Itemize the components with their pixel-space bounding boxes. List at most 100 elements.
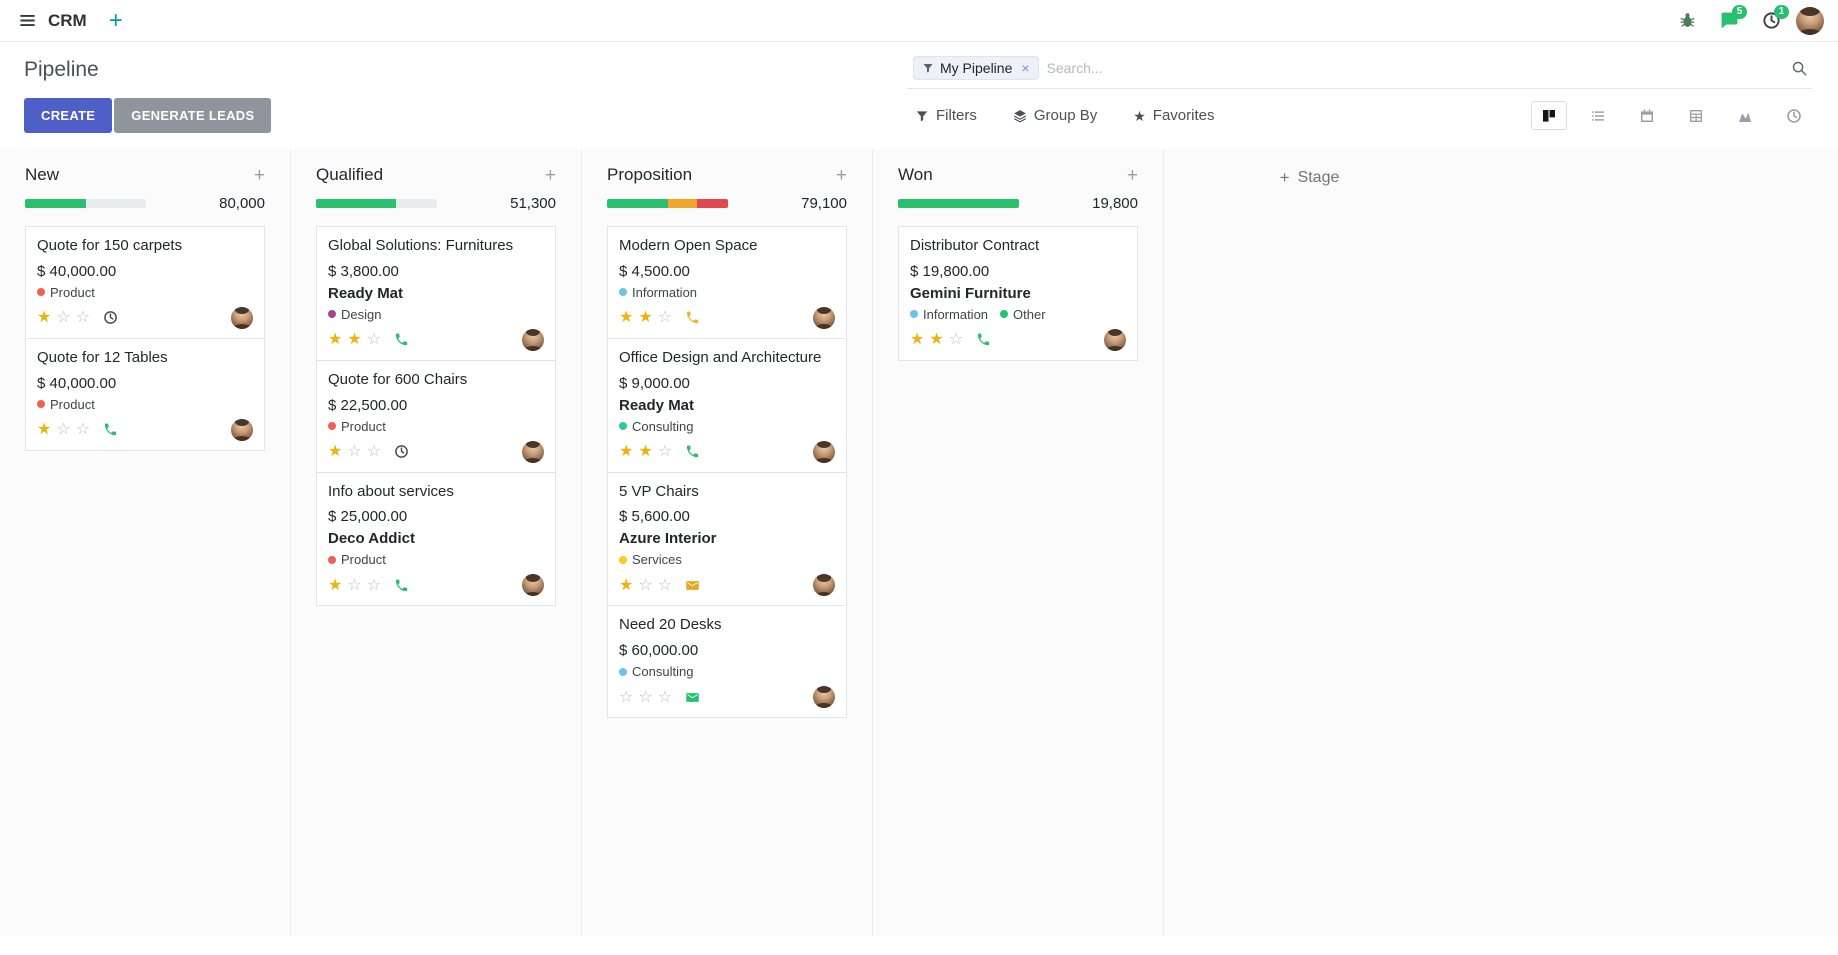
- star-empty-icon[interactable]: ☆: [347, 576, 362, 594]
- star-empty-icon[interactable]: ☆: [638, 576, 653, 594]
- salesperson-avatar[interactable]: [522, 328, 544, 351]
- progress-segment-success[interactable]: [25, 199, 86, 208]
- star-empty-icon[interactable]: ☆: [657, 576, 673, 594]
- search-bar[interactable]: My Pipeline ×: [907, 54, 1812, 89]
- card-title[interactable]: Office Design and Architecture: [619, 348, 822, 366]
- favorites-button[interactable]: ★ Favorites: [1133, 107, 1214, 124]
- kanban-card[interactable]: Quote for 600 Chairs $ 22,500.00 Product…: [316, 359, 556, 473]
- card-title[interactable]: Need 20 Desks: [619, 616, 722, 634]
- phone-icon[interactable]: [394, 578, 409, 593]
- star-empty-icon[interactable]: ☆: [56, 421, 71, 438]
- card-title[interactable]: Info about services: [328, 482, 454, 500]
- kanban-card[interactable]: Info about services $ 25,000.00 Deco Add…: [316, 471, 556, 607]
- salesperson-avatar[interactable]: [522, 574, 544, 597]
- star-empty-icon[interactable]: ☆: [619, 688, 634, 706]
- search-input[interactable]: [1038, 56, 1791, 80]
- phone-icon[interactable]: [103, 422, 118, 437]
- star-filled-icon[interactable]: ★: [619, 309, 634, 327]
- envelope-icon[interactable]: [685, 578, 700, 593]
- card-title[interactable]: Modern Open Space: [619, 237, 758, 254]
- card-title[interactable]: Quote for 600 Chairs: [328, 370, 468, 388]
- column-progressbar[interactable]: [607, 199, 728, 208]
- star-filled-icon[interactable]: ★: [328, 576, 343, 594]
- progress-segment-success[interactable]: [898, 199, 1019, 208]
- star-empty-icon[interactable]: ☆: [366, 443, 382, 460]
- group-by-button[interactable]: Group By: [1013, 107, 1097, 124]
- debug-bug-icon[interactable]: [1670, 4, 1704, 38]
- star-filled-icon[interactable]: ★: [929, 331, 944, 349]
- column-title[interactable]: Qualified: [316, 165, 384, 184]
- star-filled-icon[interactable]: ★: [37, 309, 52, 327]
- messages-icon[interactable]: 5: [1712, 4, 1747, 38]
- star-empty-icon[interactable]: ☆: [56, 309, 71, 327]
- user-avatar[interactable]: [1796, 6, 1824, 35]
- star-empty-icon[interactable]: ☆: [347, 443, 362, 460]
- star-filled-icon[interactable]: ★: [619, 576, 634, 594]
- column-progressbar[interactable]: [898, 199, 1019, 208]
- star-filled-icon[interactable]: ★: [37, 421, 52, 438]
- star-filled-icon[interactable]: ★: [638, 443, 653, 460]
- card-title[interactable]: 5 VP Chairs: [619, 482, 699, 500]
- star-filled-icon[interactable]: ★: [347, 331, 362, 349]
- clock-icon[interactable]: [394, 444, 409, 459]
- salesperson-avatar[interactable]: [231, 418, 253, 441]
- kanban-card[interactable]: Need 20 Desks $ 60,000.00 Consulting ☆ ☆ ☆: [607, 605, 847, 718]
- column-progressbar[interactable]: [316, 199, 437, 208]
- apps-menu-icon[interactable]: [10, 4, 44, 38]
- phone-icon[interactable]: [976, 332, 991, 347]
- phone-icon[interactable]: [685, 444, 700, 459]
- column-quick-add-icon[interactable]: +: [253, 164, 265, 186]
- progress-segment-warning[interactable]: [667, 199, 697, 208]
- progress-segment-danger[interactable]: [696, 199, 728, 208]
- search-icon[interactable]: [1791, 60, 1808, 77]
- column-quick-add-icon[interactable]: +: [835, 164, 847, 186]
- kanban-card[interactable]: Quote for 150 carpets $ 40,000.00 Produc…: [25, 226, 265, 339]
- progress-segment-success[interactable]: [607, 199, 668, 208]
- card-title[interactable]: Quote for 12 Tables: [37, 348, 168, 366]
- star-filled-icon[interactable]: ★: [328, 331, 343, 349]
- column-progressbar[interactable]: [25, 199, 146, 208]
- search-facet[interactable]: My Pipeline ×: [913, 56, 1039, 80]
- card-title[interactable]: Global Solutions: Furnitures: [328, 237, 514, 254]
- kanban-card[interactable]: Distributor Contract $ 19,800.00 Gemini …: [898, 226, 1138, 361]
- salesperson-avatar[interactable]: [231, 306, 253, 329]
- star-empty-icon[interactable]: ☆: [75, 421, 91, 438]
- salesperson-avatar[interactable]: [522, 440, 544, 463]
- kanban-view-icon[interactable]: [1531, 101, 1567, 130]
- column-title[interactable]: Proposition: [607, 165, 693, 184]
- kanban-card[interactable]: Modern Open Space $ 4,500.00 Information…: [607, 226, 847, 339]
- progress-segment-success[interactable]: [316, 199, 396, 208]
- kanban-card[interactable]: Office Design and Architecture $ 9,000.0…: [607, 337, 847, 473]
- generate-leads-button[interactable]: GENERATE LEADS: [114, 98, 272, 133]
- activity-view-icon[interactable]: [1776, 101, 1812, 130]
- kanban-card[interactable]: Quote for 12 Tables $ 40,000.00 Product …: [25, 337, 265, 451]
- activities-clock-icon[interactable]: 1: [1754, 4, 1789, 38]
- clock-icon[interactable]: [103, 310, 118, 325]
- salesperson-avatar[interactable]: [813, 686, 835, 708]
- calendar-view-icon[interactable]: [1629, 101, 1665, 130]
- column-quick-add-icon[interactable]: +: [544, 164, 556, 186]
- graph-view-icon[interactable]: [1727, 101, 1763, 130]
- card-title[interactable]: Quote for 150 carpets: [37, 237, 183, 254]
- pivot-view-icon[interactable]: [1678, 101, 1714, 130]
- kanban-card[interactable]: Global Solutions: Furnitures $ 3,800.00 …: [316, 226, 556, 361]
- star-empty-icon[interactable]: ☆: [75, 309, 91, 327]
- phone-icon[interactable]: [685, 310, 700, 325]
- app-name[interactable]: CRM: [48, 10, 87, 30]
- filters-button[interactable]: Filters: [915, 107, 977, 124]
- systray-add-icon[interactable]: +: [101, 4, 131, 38]
- column-quick-add-icon[interactable]: +: [1126, 164, 1138, 186]
- facet-remove-icon[interactable]: ×: [1021, 60, 1030, 76]
- star-filled-icon[interactable]: ★: [328, 443, 343, 460]
- star-empty-icon[interactable]: ☆: [366, 576, 382, 594]
- star-empty-icon[interactable]: ☆: [638, 688, 653, 706]
- star-filled-icon[interactable]: ★: [910, 331, 925, 349]
- card-title[interactable]: Distributor Contract: [910, 237, 1040, 254]
- envelope-icon[interactable]: [685, 690, 700, 705]
- salesperson-avatar[interactable]: [813, 440, 835, 463]
- star-empty-icon[interactable]: ☆: [657, 309, 673, 327]
- star-empty-icon[interactable]: ☆: [948, 331, 964, 349]
- kanban-card[interactable]: 5 VP Chairs $ 5,600.00 Azure Interior Se…: [607, 471, 847, 607]
- star-filled-icon[interactable]: ★: [619, 443, 634, 460]
- salesperson-avatar[interactable]: [813, 306, 835, 329]
